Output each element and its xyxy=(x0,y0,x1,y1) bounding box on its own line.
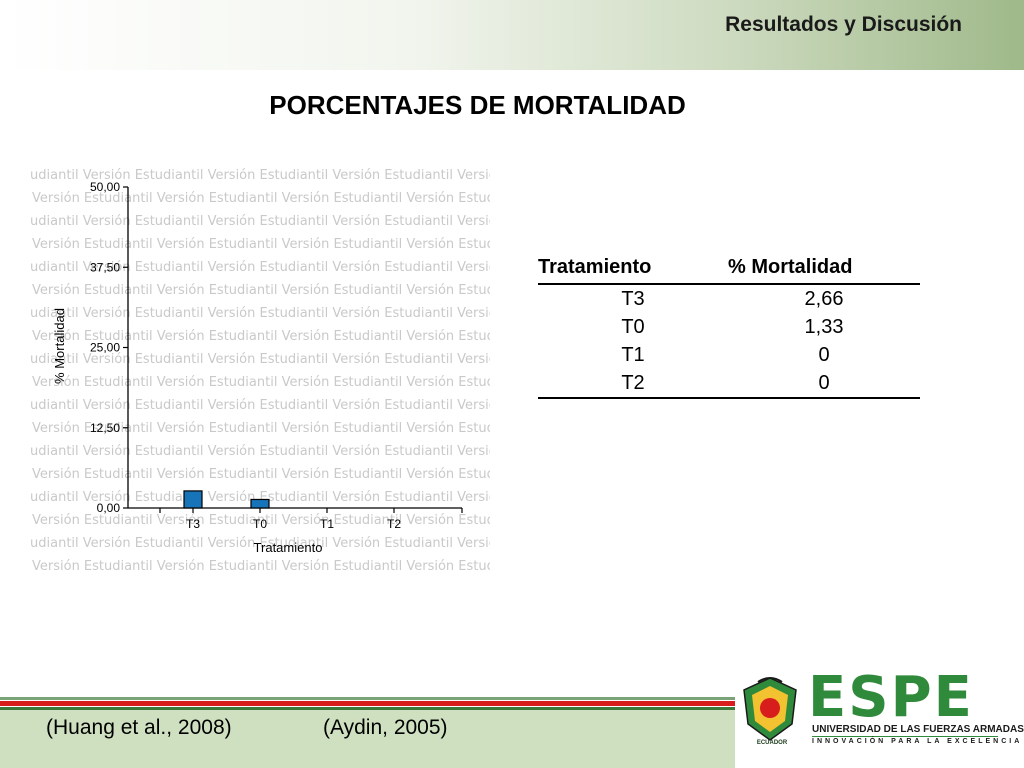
slide-title: PORCENTAJES DE MORTALIDAD xyxy=(269,90,686,120)
y-tick-label: 50,00 xyxy=(90,180,120,194)
footer-band xyxy=(0,710,735,768)
table-cell-treatment: T0 xyxy=(621,315,645,338)
table-cell-mortality: 0 xyxy=(728,369,920,399)
watermark: Versión Estudiantil Versión Estudiantil … xyxy=(30,160,490,580)
table-row: T2 0 xyxy=(538,369,920,399)
watermark-line: Versión Estudiantil Versión Estudiantil … xyxy=(30,306,490,321)
watermark-line: Versión Estudiantil Versión Estudiantil … xyxy=(30,260,490,275)
watermark-line: Versión Estudiantil Versión Estudiantil … xyxy=(32,329,490,344)
table-row: T0 1,33 xyxy=(538,313,920,341)
table-cell-treatment: T1 xyxy=(621,343,645,366)
watermark-line: Versión Estudiantil Versión Estudiantil … xyxy=(32,237,490,252)
table-row: T3 2,66 xyxy=(538,284,920,313)
x-axis-title: Tratamiento xyxy=(254,540,323,555)
bar-T3 xyxy=(183,490,203,509)
x-tick-label: T0 xyxy=(253,517,267,531)
watermark-line: Versión Estudiantil Versión Estudiantil … xyxy=(32,191,490,206)
table-header-mortalidad: % Mortalidad xyxy=(728,254,920,285)
bar-chart: 0,00 12,50 25,00 37,50 50,00 T3 T0 T1 T2 Tratamie… xyxy=(52,180,463,555)
chart-area: Versión Estudiantil Versión Estudiantil … xyxy=(30,160,490,580)
table-cell-mortality: 0 xyxy=(818,343,830,366)
y-axis-title: % Mortalidad xyxy=(52,308,67,384)
x-tick-label: T3 xyxy=(186,517,200,531)
y-tick-label: 37,50 xyxy=(90,260,120,274)
watermark-line: Versión Estudiantil Versión Estudiantil … xyxy=(30,168,490,183)
university-motto: INNOVACIÓN PARA LA EXCELENCIA xyxy=(812,738,1023,745)
watermark-line: Versión Estudiantil Versión Estudiantil … xyxy=(30,352,490,367)
bar-T0 xyxy=(250,498,270,509)
logo-rule xyxy=(812,736,998,737)
watermark-line: Versión Estudiantil Versión Estudiantil … xyxy=(32,467,490,482)
x-tick-label: T2 xyxy=(387,517,401,531)
watermark-line: Versión Estudiantil Versión Estudiantil … xyxy=(30,214,490,229)
table-cell-mortality: 1,33 xyxy=(804,315,844,338)
table-cell-treatment: T2 xyxy=(538,369,728,399)
crest-caption: ECUADOR xyxy=(756,740,788,746)
y-tick-label: 0,00 xyxy=(97,501,121,515)
y-tick-label: 25,00 xyxy=(90,341,120,355)
watermark-line: Versión Estudiantil Versión Estudiantil … xyxy=(32,559,490,574)
espe-logo: ECUADOR ESPE UNIVERSIDAD DE LAS FUERZAS … xyxy=(740,665,1024,758)
mortality-table: Tratamiento % Mortalidad T3 2,66 T0 1,33… xyxy=(538,254,920,399)
reference-aydin: (Aydin, 2005) xyxy=(323,716,448,739)
footer-rule-red xyxy=(0,701,735,706)
y-tick-label: 12,50 xyxy=(90,421,120,435)
watermark-line: Versión Estudiantil Versión Estudiantil … xyxy=(32,375,490,390)
watermark-line: Versión Estudiantil Versión Estudiantil … xyxy=(32,421,490,436)
crest-icon xyxy=(743,677,797,741)
section-title: Resultados y Discusión xyxy=(725,13,962,36)
reference-huang: (Huang et al., 2008) xyxy=(46,716,232,739)
header-band xyxy=(0,0,1024,70)
watermark-line: Versión Estudiantil Versión Estudiantil … xyxy=(30,490,490,505)
espe-wordmark: ESPE xyxy=(808,665,974,730)
table-cell-treatment: T3 xyxy=(621,287,645,310)
watermark-line: Versión Estudiantil Versión Estudiantil … xyxy=(30,444,490,459)
watermark-line: Versión Estudiantil Versión Estudiantil … xyxy=(30,398,490,413)
table-row: T1 0 xyxy=(538,341,920,369)
watermark-line: Versión Estudiantil Versión Estudiantil … xyxy=(32,513,490,528)
university-name: UNIVERSIDAD DE LAS FUERZAS ARMADAS xyxy=(812,724,1024,735)
footer-rule-green xyxy=(0,697,735,700)
table-header-row: Tratamiento % Mortalidad xyxy=(538,254,920,285)
x-tick-label: T1 xyxy=(320,517,334,531)
watermark-line: Versión Estudiantil Versión Estudiantil … xyxy=(30,536,490,551)
table-cell-mortality: 2,66 xyxy=(804,287,844,310)
footer-rule-darkgreen xyxy=(0,707,735,710)
watermark-line: Versión Estudiantil Versión Estudiantil … xyxy=(32,283,490,298)
table-header-tratamiento: Tratamiento xyxy=(538,254,728,285)
